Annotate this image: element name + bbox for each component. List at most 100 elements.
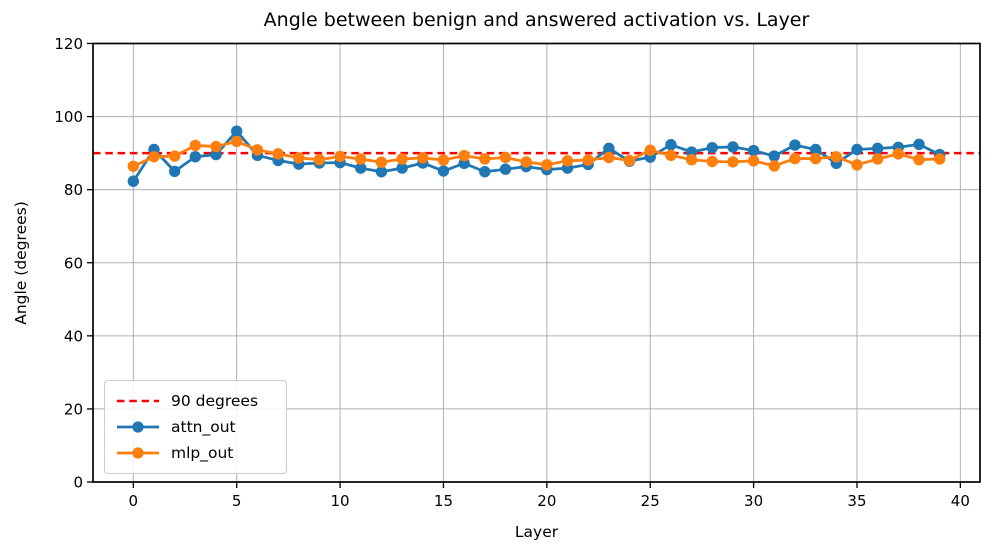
legend-entry-mlp-out: mlp_out	[115, 440, 276, 466]
data-point-mlp_out	[809, 152, 822, 165]
y-tick-label: 80	[64, 181, 83, 199]
data-point-mlp_out	[768, 160, 780, 172]
data-point-attn_out	[230, 125, 243, 137]
data-point-mlp_out	[272, 148, 284, 160]
y-tick-label: 120	[54, 35, 83, 53]
series-line-mlp_out	[131, 140, 942, 168]
x-tick-label: 30	[744, 492, 763, 510]
plot-border	[92, 42, 981, 483]
x-tick-label: 5	[232, 492, 242, 510]
data-point-mlp_out	[747, 155, 760, 167]
series-line-attn_out	[131, 129, 942, 183]
data-point-mlp_out	[355, 153, 367, 165]
x-tick-label: 15	[434, 492, 453, 510]
x-tick-label: 25	[641, 492, 660, 510]
data-point-attn_out	[789, 139, 801, 151]
data-point-mlp_out	[644, 144, 656, 156]
legend-label-attn-out: attn_out	[171, 418, 236, 436]
data-point-mlp_out	[168, 150, 181, 162]
x-tick-label: 35	[847, 492, 866, 510]
data-point-mlp_out	[210, 140, 222, 153]
data-point-mlp_out	[189, 139, 202, 152]
data-point-mlp_out	[541, 159, 553, 171]
data-point-mlp_out	[851, 159, 863, 171]
data-point-mlp_out	[458, 149, 470, 162]
data-point-mlp_out	[892, 148, 905, 160]
data-point-attn_out	[851, 143, 863, 156]
legend: 90 degrees attn_out mlp_out	[104, 380, 287, 474]
legend-dashed-line-sample	[117, 399, 159, 403]
data-point-mlp_out	[623, 154, 636, 167]
data-point-mlp_out	[603, 151, 615, 164]
data-point-attn_out	[603, 142, 615, 155]
y-tick-label: 20	[64, 400, 83, 418]
data-point-attn_out	[355, 162, 367, 174]
legend-marker-icon	[132, 421, 144, 433]
data-point-mlp_out	[665, 149, 677, 162]
data-point-mlp_out	[313, 154, 326, 166]
data-point-mlp_out	[293, 152, 305, 164]
data-point-mlp_out	[375, 156, 388, 168]
legend-marker-icon	[132, 447, 144, 459]
x-tick-label: 0	[129, 492, 139, 510]
y-tick-label: 40	[64, 327, 83, 345]
data-point-mlp_out	[913, 154, 925, 166]
x-tick-label: 40	[951, 492, 970, 510]
y-tick-label: 0	[73, 474, 83, 492]
legend-line-marker-sample	[117, 447, 159, 459]
legend-line-marker-sample	[117, 421, 159, 433]
data-point-mlp_out	[830, 151, 843, 163]
series-mlp_out	[127, 135, 946, 172]
data-point-attn_out	[871, 142, 884, 155]
data-point-mlp_out	[685, 154, 698, 166]
data-point-mlp_out	[148, 151, 160, 163]
x-tick-label: 20	[537, 492, 556, 510]
data-point-mlp_out	[479, 153, 491, 165]
data-point-attn_out	[913, 138, 925, 151]
data-point-mlp_out	[230, 135, 243, 148]
data-point-attn_out	[396, 162, 408, 174]
y-tick-label: 60	[64, 254, 83, 272]
data-point-mlp_out	[334, 150, 346, 163]
data-point-attn_out	[189, 151, 202, 163]
data-point-mlp_out	[127, 160, 140, 172]
data-point-attn_out	[375, 166, 388, 178]
data-point-mlp_out	[727, 156, 739, 168]
data-point-mlp_out	[520, 156, 532, 168]
data-point-mlp_out	[561, 155, 574, 167]
y-tick-label: 100	[54, 108, 83, 126]
series-attn_out	[127, 125, 946, 187]
legend-label-mlp-out: mlp_out	[171, 444, 234, 462]
data-point-attn_out	[706, 141, 718, 154]
x-axis-label: Layer	[514, 523, 559, 541]
data-point-mlp_out	[706, 155, 718, 168]
legend-entry-attn-out: attn_out	[115, 414, 276, 440]
y-axis-label: Angle (degrees)	[12, 201, 30, 325]
data-point-attn_out	[210, 148, 222, 161]
chart-title: Angle between benign and answered activa…	[263, 9, 810, 31]
data-point-mlp_out	[417, 152, 429, 164]
data-point-attn_out	[665, 139, 677, 151]
data-point-attn_out	[168, 165, 181, 178]
data-point-attn_out	[499, 163, 512, 175]
x-tick-label: 10	[331, 492, 350, 510]
data-point-mlp_out	[582, 154, 594, 166]
data-point-mlp_out	[933, 153, 946, 165]
data-point-attn_out	[127, 175, 140, 187]
data-point-attn_out	[747, 144, 760, 157]
data-point-mlp_out	[437, 154, 450, 166]
data-point-mlp_out	[871, 153, 884, 165]
legend-label-90-degrees: 90 degrees	[171, 392, 259, 410]
data-point-attn_out	[809, 143, 822, 156]
data-point-mlp_out	[396, 153, 408, 165]
ticks: 0 5 10 15 20 25 30 35 40 0 20 40 60 80 100 120	[54, 35, 970, 510]
data-point-mlp_out	[789, 152, 801, 165]
data-point-attn_out	[727, 141, 739, 153]
data-point-attn_out	[768, 150, 780, 162]
data-point-attn_out	[479, 166, 491, 178]
legend-entry-90-degrees: 90 degrees	[115, 388, 276, 414]
data-point-mlp_out	[251, 144, 264, 156]
data-point-attn_out	[437, 165, 450, 177]
